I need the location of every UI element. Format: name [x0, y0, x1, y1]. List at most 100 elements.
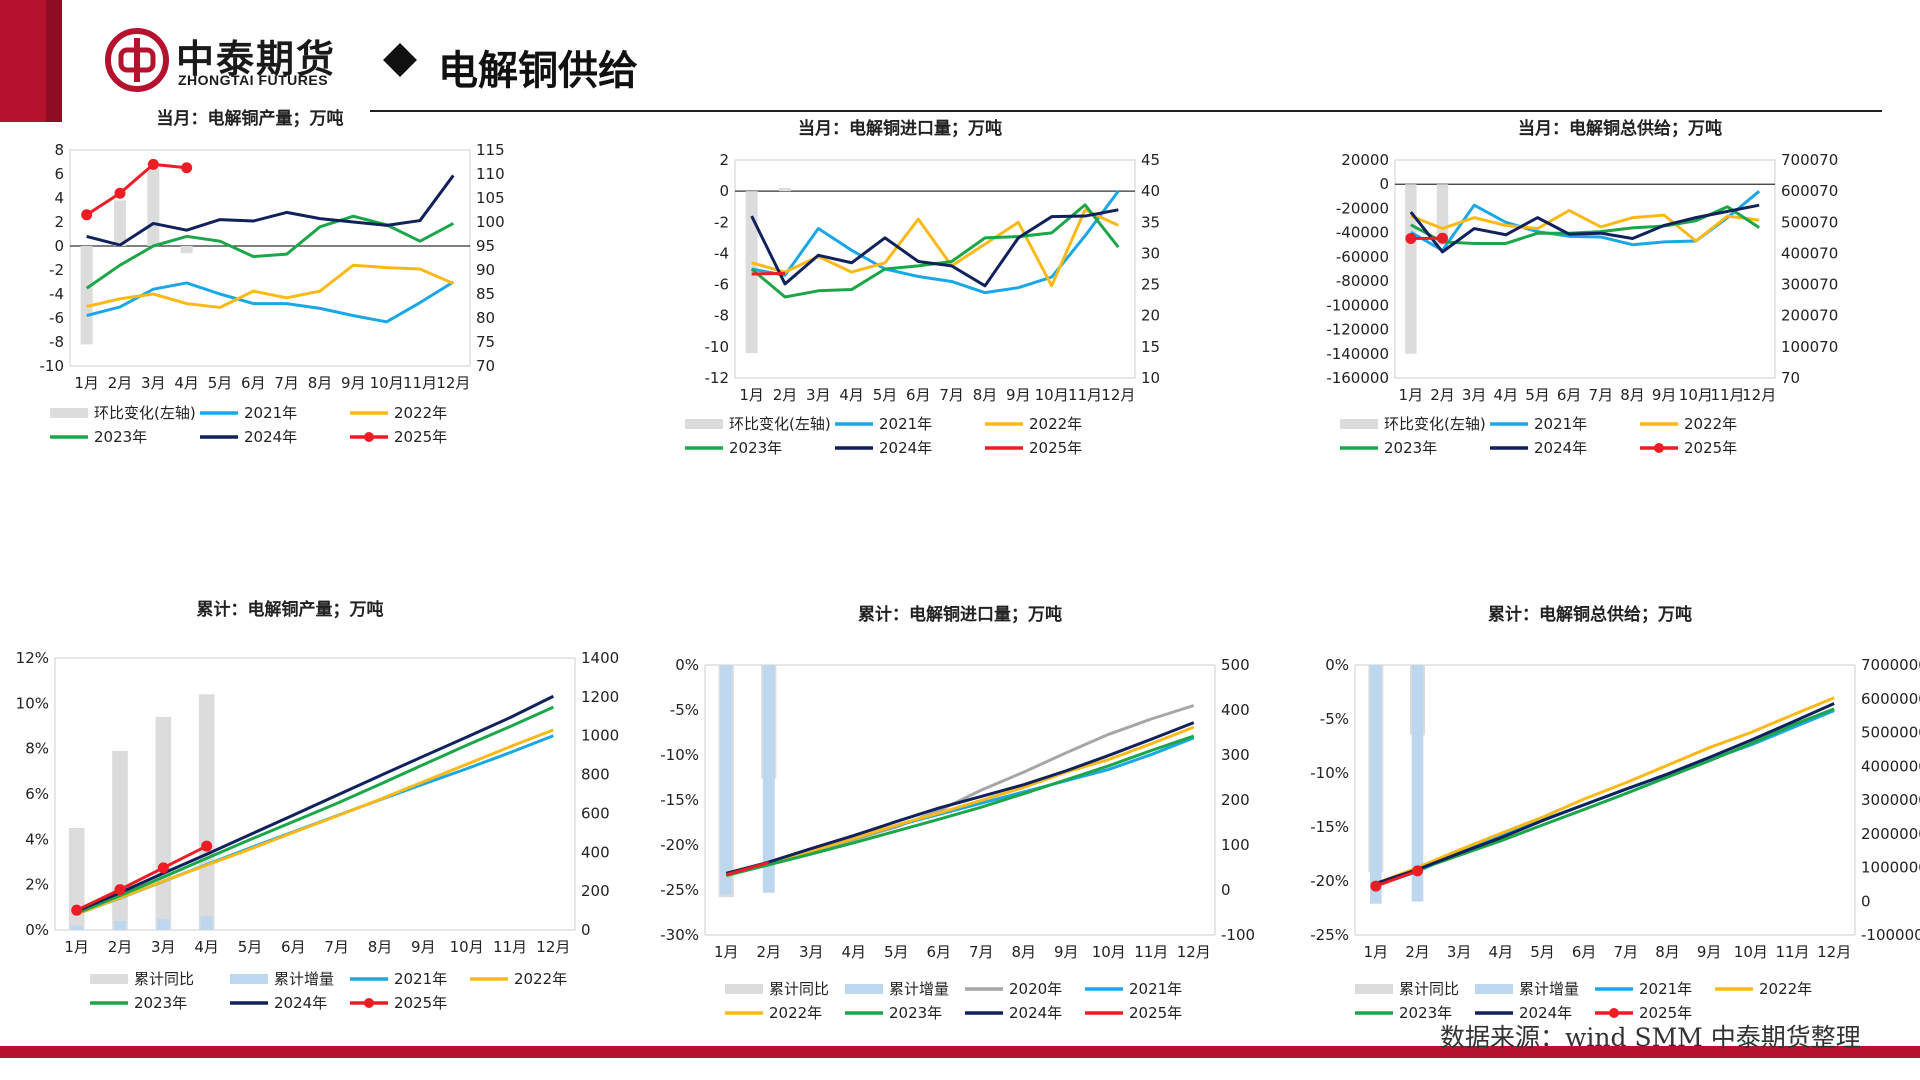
- series-point-2025年: [114, 884, 126, 896]
- legend-swatch-bar: [725, 984, 763, 994]
- left-axis-tick-label: -120000: [1326, 321, 1389, 339]
- right-axis-tick-label: 100: [1221, 836, 1250, 854]
- x-axis-tick-label: 10月: [450, 938, 484, 956]
- plot-area: [69, 149, 471, 367]
- left-axis-tick-label: 8%: [25, 740, 49, 758]
- x-axis-tick-label: 1月: [74, 374, 99, 392]
- x-axis-tick-label: 11月: [1710, 386, 1744, 404]
- series-point-2025年: [81, 209, 93, 221]
- brand-name-en: ZHONGTAI FUTURES: [178, 72, 329, 88]
- right-axis-tick-label: 70: [1781, 369, 1800, 387]
- left-axis-tick-label: -160000: [1326, 369, 1389, 387]
- series-line-2021年: [86, 280, 455, 324]
- legend-swatch-marker: [364, 432, 374, 442]
- right-axis-tick-label: 7000000: [1861, 656, 1920, 674]
- x-axis-tick-label: 10月: [1679, 386, 1713, 404]
- legend-label: 2023年: [94, 428, 147, 446]
- legend-label: 累计同比: [1399, 980, 1459, 998]
- right-axis-tick-label: 600070: [1781, 182, 1838, 200]
- left-axis-tick-label: -25%: [660, 881, 699, 899]
- brand-name-cn: 中泰期货: [176, 37, 337, 81]
- legend-label: 2023年: [1399, 1004, 1452, 1022]
- right-axis-tick-label: 200: [1221, 791, 1250, 809]
- x-axis-tick-label: 4月: [174, 374, 199, 392]
- left-axis-tick-label: -15%: [1310, 818, 1349, 836]
- left-axis-tick-label: -6: [714, 276, 729, 294]
- bar-primary: [147, 168, 160, 246]
- right-axis-tick-label: 95: [476, 237, 495, 255]
- left-axis-tick-label: -10%: [1310, 764, 1349, 782]
- bar-primary: [68, 828, 85, 930]
- legend-label: 2023年: [1384, 439, 1437, 457]
- x-axis-tick-label: 2月: [1405, 943, 1430, 961]
- legend-label: 2025年: [1639, 1004, 1692, 1022]
- legend-swatch-marker: [364, 998, 374, 1008]
- left-axis-tick-label: 0: [1379, 175, 1389, 193]
- left-axis-tick-label: -10%: [660, 746, 699, 764]
- x-axis-tick-label: 12月: [1742, 386, 1776, 404]
- right-axis-tick-label: 85: [476, 285, 495, 303]
- x-axis-tick-label: 1月: [64, 938, 89, 956]
- legend-label: 2021年: [1534, 415, 1587, 433]
- right-axis-tick-label: 800: [581, 766, 610, 784]
- x-axis-tick-label: 4月: [1494, 386, 1519, 404]
- right-axis-tick-label: 45: [1141, 151, 1160, 169]
- series-line-2024年: [76, 694, 554, 913]
- bar-primary: [114, 200, 126, 246]
- zhongtai-logo-icon: [105, 28, 169, 92]
- x-axis-tick-label: 5月: [1530, 943, 1555, 961]
- legend-label: 环比变化(左轴): [1384, 415, 1486, 433]
- series-line-2022年: [76, 728, 554, 916]
- left-axis-tick-label: -100000: [1326, 296, 1389, 314]
- x-axis-tick-label: 10月: [1035, 386, 1069, 404]
- series-line-2022年: [86, 263, 454, 309]
- chart-monthly-total-supply: 当月：电解铜总供给；万吨 -160000 -140000 -120000 -100000…: [1326, 118, 1838, 457]
- right-axis-tick-label: 90: [476, 261, 495, 279]
- left-axis-tick-label: 4%: [25, 830, 49, 848]
- legend-label: 2025年: [1029, 439, 1082, 457]
- x-axis-tick-label: 1月: [1399, 386, 1424, 404]
- legend-label: 2025年: [394, 428, 447, 446]
- bar-primary: [779, 188, 791, 192]
- left-axis-tick-label: 2: [54, 213, 64, 231]
- x-axis-tick-label: 9月: [1652, 386, 1677, 404]
- bar-secondary: [1411, 665, 1424, 902]
- legend-label: 2025年: [394, 994, 447, 1012]
- x-axis-tick-label: 9月: [1006, 386, 1031, 404]
- x-axis-tick-label: 12月: [536, 938, 570, 956]
- page-title: 电解铜供给: [438, 48, 638, 94]
- chart-title: 当月：电解铜进口量；万吨: [798, 118, 1002, 139]
- legend-label: 2021年: [394, 970, 447, 988]
- left-axis-tick-label: -8: [714, 307, 729, 325]
- left-axis-tick-label: -60000: [1336, 248, 1389, 266]
- left-axis-tick-label: -6: [49, 309, 64, 327]
- x-axis-tick-label: 11月: [1775, 943, 1809, 961]
- x-axis-tick-label: 2月: [1430, 386, 1455, 404]
- plot-area: [54, 657, 576, 931]
- x-axis-tick-label: 8月: [1655, 943, 1680, 961]
- legend-swatch-bar: [230, 974, 268, 984]
- legend-label: 累计同比: [134, 970, 194, 988]
- x-axis-tick-label: 8月: [1620, 386, 1645, 404]
- x-axis-tick-label: 1月: [714, 943, 739, 961]
- left-axis-tick-label: -12: [705, 369, 730, 387]
- legend-label: 2022年: [1029, 415, 1082, 433]
- bar-primary: [155, 716, 172, 930]
- left-axis-tick-label: -20%: [660, 836, 699, 854]
- chart-monthly-production: 当月：电解铜产量；万吨 -10 -8 -6 -4 -2 0 2 4 6 8 70 75 80 85 90 95 1…: [40, 108, 505, 446]
- x-axis-tick-label: 3月: [1462, 386, 1487, 404]
- left-axis-tick-label: 8: [54, 141, 64, 159]
- legend-swatch-bar: [1475, 984, 1513, 994]
- x-axis-tick-label: 6月: [241, 374, 266, 392]
- right-axis-tick-label: 300: [1221, 746, 1250, 764]
- legend-swatch-bar: [50, 408, 88, 418]
- x-axis-tick-label: 7月: [1589, 386, 1614, 404]
- right-axis-tick-label: 200070: [1781, 307, 1838, 325]
- chart-cumulative-total-supply: 累计：电解铜总供给；万吨 -25% -20% -15% -10% -5% 0% -100000…: [1310, 604, 1920, 1022]
- right-axis-tick-label: 2000000: [1861, 825, 1920, 843]
- x-axis-tick-label: 9月: [1697, 943, 1722, 961]
- x-axis-tick-label: 4月: [839, 386, 864, 404]
- series-line-2022年: [1410, 208, 1760, 243]
- legend-label: 2024年: [1534, 439, 1587, 457]
- bar-primary: [112, 750, 128, 930]
